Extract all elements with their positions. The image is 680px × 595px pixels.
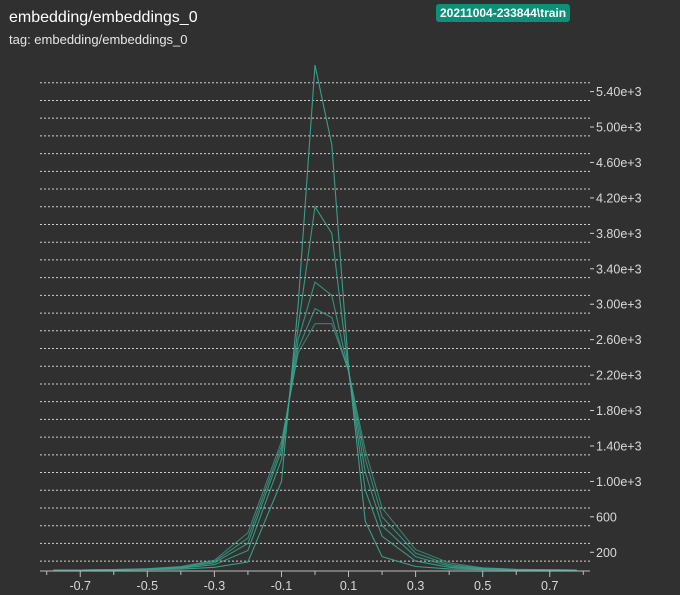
axes: 200 600 1.00e+3 1.40e+3 1.80e+3 2.20e+3 2.60e+… [40, 85, 642, 593]
x-tick-label: -0.1 [271, 579, 293, 593]
x-tick-label: 0.1 [340, 579, 357, 593]
x-tick-label: 0.3 [407, 579, 424, 593]
y-tick-label: 3.40e+3 [596, 262, 642, 276]
y-tick-label: 5.00e+3 [596, 121, 642, 135]
y-tick-label: 2.60e+3 [596, 333, 642, 347]
y-tick-label: 2.20e+3 [596, 369, 642, 383]
y-tick-label: 200 [596, 546, 617, 560]
chart-tag: tag: embedding/embeddings_0 [9, 32, 188, 47]
y-tick-label: 5.40e+3 [596, 85, 642, 99]
y-tick-label: 3.80e+3 [596, 227, 642, 241]
y-tick-label: 600 [596, 510, 617, 524]
x-tick-label: -0.5 [137, 579, 159, 593]
y-tick-label: 4.20e+3 [596, 191, 642, 205]
histogram-series-line [53, 323, 577, 571]
histogram-series [53, 64, 577, 571]
grid-lines [40, 82, 590, 562]
y-tick-label: 1.40e+3 [596, 439, 642, 453]
histogram-series-line [53, 307, 577, 571]
histogram-series-line [53, 281, 577, 571]
x-tick-label: -0.7 [69, 579, 91, 593]
chart-title: embedding/embeddings_0 [9, 9, 198, 26]
histogram-series-line [53, 205, 577, 571]
y-tick-label: 1.80e+3 [596, 404, 642, 418]
run-badge[interactable]: 20211004-233844\train [436, 4, 571, 22]
x-tick-label: 0.5 [474, 579, 491, 593]
x-tick-label: 0.7 [541, 579, 558, 593]
y-tick-label: 1.00e+3 [596, 475, 642, 489]
y-tick-label: 4.60e+3 [596, 156, 642, 170]
x-tick-label: -0.3 [204, 579, 226, 593]
y-tick-label: 3.00e+3 [596, 298, 642, 312]
histogram-series-line [53, 64, 577, 571]
